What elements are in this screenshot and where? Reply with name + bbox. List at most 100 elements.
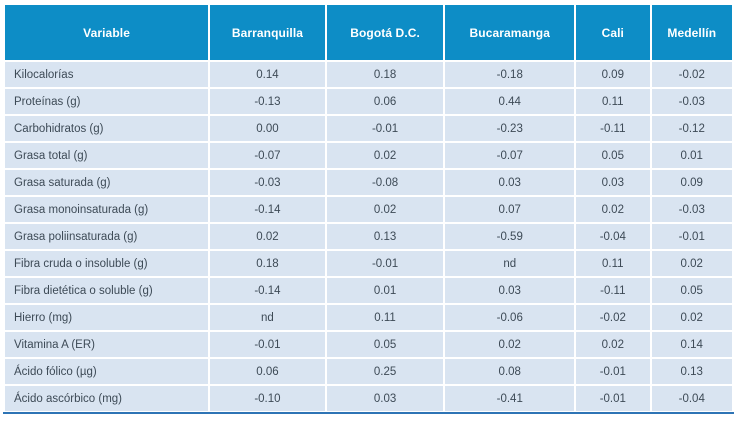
- value-cell: 0.14: [651, 332, 732, 357]
- value-cell: 0.01: [326, 278, 444, 303]
- row-label: Grasa saturada (g): [5, 170, 209, 195]
- value-cell: -0.03: [651, 89, 732, 114]
- table-row-acido-folico-g: Ácido fólico (µg) 0.06 0.25 0.08 -0.01 0.13: [5, 359, 732, 384]
- table-row-carbohidratos-g: Carbohidratos (g) 0.00 -0.01 -0.23 -0.11 -0.1…: [5, 116, 732, 141]
- value-cell: 0.08: [445, 359, 575, 384]
- value-cell: -0.08: [326, 170, 444, 195]
- header-row: Variable Barranquilla Bogotá D.C. Bucaraman…: [5, 5, 732, 60]
- row-label: Grasa poliinsaturada (g): [5, 224, 209, 249]
- value-cell: 0.11: [576, 251, 650, 276]
- value-cell: -0.01: [576, 359, 650, 384]
- column-header-bogota-d-c: Bogotá D.C.: [326, 5, 444, 60]
- value-cell: 0.02: [445, 332, 575, 357]
- value-cell: 0.09: [576, 62, 650, 87]
- value-cell: nd: [210, 305, 325, 330]
- row-label: Carbohidratos (g): [5, 116, 209, 141]
- value-cell: 0.06: [326, 89, 444, 114]
- value-cell: -0.12: [651, 116, 732, 141]
- row-label: Vitamina A (ER): [5, 332, 209, 357]
- value-cell: -0.07: [210, 143, 325, 168]
- value-cell: 0.05: [651, 278, 732, 303]
- value-cell: -0.01: [210, 332, 325, 357]
- row-label: Fibra dietética o soluble (g): [5, 278, 209, 303]
- value-cell: 0.06: [210, 359, 325, 384]
- value-cell: -0.03: [210, 170, 325, 195]
- value-cell: -0.23: [445, 116, 575, 141]
- value-cell: 0.03: [445, 278, 575, 303]
- value-cell: -0.18: [445, 62, 575, 87]
- value-cell: -0.11: [576, 116, 650, 141]
- column-header-variable: Variable: [5, 5, 209, 60]
- value-cell: 0.13: [326, 224, 444, 249]
- value-cell: 0.09: [651, 170, 732, 195]
- value-cell: 0.18: [210, 251, 325, 276]
- column-header-bucaramanga: Bucaramanga: [445, 5, 575, 60]
- value-cell: 0.02: [651, 305, 732, 330]
- value-cell: -0.01: [326, 251, 444, 276]
- value-cell: -0.01: [651, 224, 732, 249]
- value-cell: 0.18: [326, 62, 444, 87]
- value-cell: -0.14: [210, 197, 325, 222]
- row-label: Proteínas (g): [5, 89, 209, 114]
- value-cell: -0.02: [651, 62, 732, 87]
- value-cell: 0.11: [576, 89, 650, 114]
- value-cell: 0.05: [576, 143, 650, 168]
- value-cell: -0.13: [210, 89, 325, 114]
- value-cell: 0.05: [326, 332, 444, 357]
- value-cell: 0.44: [445, 89, 575, 114]
- table-row-grasa-saturada-g: Grasa saturada (g) -0.03 -0.08 0.03 0.03 0.09: [5, 170, 732, 195]
- value-cell: -0.01: [326, 116, 444, 141]
- table-row-grasa-monoinsaturada-g: Grasa monoinsaturada (g) -0.14 0.02 0.07 0.0…: [5, 197, 732, 222]
- value-cell: 0.02: [576, 332, 650, 357]
- value-cell: 0.14: [210, 62, 325, 87]
- value-cell: 0.02: [326, 143, 444, 168]
- value-cell: 0.11: [326, 305, 444, 330]
- value-cell: 0.01: [651, 143, 732, 168]
- row-label: Hierro (mg): [5, 305, 209, 330]
- column-header-medellin: Medellín: [651, 5, 732, 60]
- column-header-cali: Cali: [576, 5, 650, 60]
- value-cell: -0.07: [445, 143, 575, 168]
- value-cell: 0.03: [576, 170, 650, 195]
- table-bottom-rule: [3, 412, 734, 414]
- value-cell: -0.10: [210, 386, 325, 411]
- row-label: Kilocalorías: [5, 62, 209, 87]
- value-cell: 0.03: [326, 386, 444, 411]
- value-cell: 0.02: [651, 251, 732, 276]
- row-label: Ácido ascórbico (mg): [5, 386, 209, 411]
- table-body: Kilocalorías 0.14 0.18 -0.18 0.09 -0.02 Proteí…: [5, 62, 732, 411]
- value-cell: -0.04: [576, 224, 650, 249]
- table-row-vitamina-a-er: Vitamina A (ER) -0.01 0.05 0.02 0.02 0.14: [5, 332, 732, 357]
- value-cell: -0.41: [445, 386, 575, 411]
- value-cell: 0.13: [651, 359, 732, 384]
- value-cell: -0.59: [445, 224, 575, 249]
- table-row-grasa-total-g: Grasa total (g) -0.07 0.02 -0.07 0.05 0.01: [5, 143, 732, 168]
- value-cell: -0.06: [445, 305, 575, 330]
- value-cell: 0.25: [326, 359, 444, 384]
- column-header-barranquilla: Barranquilla: [210, 5, 325, 60]
- value-cell: 0.00: [210, 116, 325, 141]
- value-cell: 0.07: [445, 197, 575, 222]
- value-cell: 0.02: [576, 197, 650, 222]
- value-cell: -0.03: [651, 197, 732, 222]
- value-cell: -0.14: [210, 278, 325, 303]
- table-row-hierro-mg: Hierro (mg) nd 0.11 -0.06 -0.02 0.02: [5, 305, 732, 330]
- table-row-fibra-dietetica-o-soluble-g: Fibra dietética o soluble (g) -0.14 0.01 0.…: [5, 278, 732, 303]
- table-row-fibra-cruda-o-insoluble-g: Fibra cruda o insoluble (g) 0.18 -0.01 nd 0.…: [5, 251, 732, 276]
- value-cell: -0.01: [576, 386, 650, 411]
- value-cell: -0.11: [576, 278, 650, 303]
- value-cell: nd: [445, 251, 575, 276]
- value-cell: 0.02: [326, 197, 444, 222]
- row-label: Ácido fólico (µg): [5, 359, 209, 384]
- row-label: Grasa total (g): [5, 143, 209, 168]
- value-cell: -0.04: [651, 386, 732, 411]
- table-row-grasa-poliinsaturada-g: Grasa poliinsaturada (g) 0.02 0.13 -0.59 -0.…: [5, 224, 732, 249]
- value-cell: 0.03: [445, 170, 575, 195]
- table-row-kilocalorias: Kilocalorías 0.14 0.18 -0.18 0.09 -0.02: [5, 62, 732, 87]
- value-cell: -0.02: [576, 305, 650, 330]
- table-header: Variable Barranquilla Bogotá D.C. Bucaraman…: [5, 5, 732, 60]
- value-cell: 0.02: [210, 224, 325, 249]
- row-label: Grasa monoinsaturada (g): [5, 197, 209, 222]
- row-label: Fibra cruda o insoluble (g): [5, 251, 209, 276]
